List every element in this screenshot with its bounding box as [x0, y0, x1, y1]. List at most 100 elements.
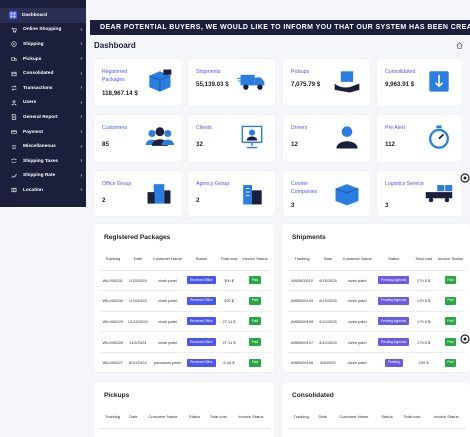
stat-title: Clients — [196, 125, 212, 131]
report-icon — [10, 114, 17, 121]
column-header: Status — [184, 406, 205, 429]
table-row[interactable]: WIL000029 12/13/2024 vivek patel Received O… — [100, 311, 270, 333]
column-header: Tracking — [288, 248, 317, 271]
settings-gear-icon[interactable] — [460, 334, 470, 344]
sidebar-item-consolidated[interactable]: Consolidated › — [0, 66, 86, 81]
tracking-cell[interactable]: WIL000031 — [100, 270, 126, 292]
stat-card-clients[interactable]: Clients 32 — [188, 115, 275, 162]
customer-cell: vivek patel — [339, 331, 375, 353]
table-row[interactable]: AWB000110 4/15/2025 vivek patel Pending App… — [288, 270, 466, 292]
sidebar-item-shipping-taxes[interactable]: Shipping Taxes › — [0, 154, 86, 169]
stat-title: Pre Alert — [385, 125, 405, 131]
sidebar-item-dashboard[interactable]: Dashboard — [0, 8, 86, 23]
stat-card-pickups[interactable]: Pickups 7,075.79 $ — [283, 59, 370, 106]
consolidated-title: Consolidated — [292, 392, 334, 399]
stat-value: 2 — [196, 197, 200, 204]
column-header: Total cost — [412, 248, 435, 271]
customers-icon — [145, 127, 174, 146]
home-icon[interactable] — [456, 42, 463, 49]
column-header: Invoice Status — [231, 406, 270, 429]
stat-value: 7,075.79 $ — [291, 81, 321, 88]
invoice-badge: Paid — [444, 317, 457, 326]
sidebar-item-label: Transactions — [23, 85, 53, 91]
stat-card-customers[interactable]: Customers 85 — [94, 115, 182, 162]
tracking-cell[interactable]: WIL000027 — [100, 352, 126, 374]
column-header: Date — [316, 248, 340, 271]
sidebar-item-shipping[interactable]: Shipping › — [0, 37, 86, 52]
tracking-cell[interactable]: AWB000106 — [288, 352, 317, 374]
status-cell: Received Office — [184, 352, 219, 374]
pickups-table: Tracking Date Customer Name Status Total cos… — [100, 406, 270, 429]
sidebar-item-miscellaneous[interactable]: Miscellaneous › — [0, 139, 86, 154]
sidebar-item-label: Shipping Taxes — [23, 158, 59, 164]
customer-cell: vivek patel — [339, 270, 375, 292]
sidebar-item-pickups[interactable]: Pickups › — [0, 52, 86, 67]
table-row[interactable]: WIL000028 11/9/2024 vivek patel Received Of… — [100, 331, 270, 353]
sidebar-item-payment[interactable]: Payment › — [0, 125, 86, 140]
sidebar-item-label: Pickups — [23, 56, 42, 62]
stat-card-office-group[interactable]: Office Group 2 — [94, 171, 182, 216]
table-row[interactable]: AWB000108 4/10/2025 vivek patel Pending App… — [288, 311, 466, 333]
tracking-cell[interactable]: AWB000108 — [288, 311, 317, 333]
table-row[interactable]: AWB000107 4/10/2025 vivek patel Pending App… — [288, 331, 466, 353]
tracking-cell[interactable]: WIL000030 — [100, 290, 126, 312]
clients-icon — [241, 125, 263, 149]
invoice-badge: Paid — [249, 338, 261, 347]
tracking-cell[interactable]: AWB000107 — [288, 331, 317, 353]
shipments-card: Shipments Tracking Date Customer Name Statu… — [282, 224, 470, 374]
status-badge: Pending Approval — [378, 296, 410, 305]
stat-card-logistics-service[interactable]: Logistics Service 3 — [377, 171, 462, 216]
total-cell: 27.11 $ — [218, 331, 240, 353]
tracking-cell[interactable]: WIL000028 — [100, 331, 126, 353]
sidebar-item-users[interactable]: Users › — [0, 96, 86, 111]
table-row[interactable]: WIL000030 1/15/2025 vivek patel Received Of… — [100, 290, 270, 312]
tracking-cell[interactable]: AWB000109 — [288, 290, 317, 312]
registered-packages-card: Registered Packages Tracking Date Customer… — [94, 224, 274, 374]
tracking-cell[interactable]: AWB000110 — [288, 270, 317, 292]
sidebar-item-online-shopping[interactable]: Online Shopping › — [0, 23, 86, 38]
stat-card-registered-packages[interactable]: Registered Packages 118,967.14 $ — [94, 59, 182, 106]
stat-card-pre-alert[interactable]: Pre Alert 112 — [377, 115, 462, 162]
tracking-cell[interactable]: WIL000029 — [100, 311, 126, 333]
sidebar-item-location[interactable]: Location › — [0, 183, 86, 198]
table-header: Tracking Date Customer Name Status Total cos… — [100, 248, 270, 271]
column-header: Date — [125, 406, 142, 429]
status-badge: Received Office — [187, 276, 216, 285]
column-header: Customer Name — [339, 248, 375, 271]
table-row[interactable]: AWB000106 4/8/2025 vivek patel Pending 239 $… — [288, 352, 466, 374]
stat-card-consolidated[interactable]: Consolidated 9,963.91 $ — [377, 59, 462, 106]
table-row[interactable]: AWB000109 4/15/2025 vivek patel Pending App… — [288, 290, 466, 312]
table-header: Tracking Date Customer Name Status Total cos… — [100, 406, 270, 429]
customer-cell: vivek patel — [150, 270, 185, 292]
sidebar-item-label: Location — [23, 187, 43, 193]
status-cell: Received Office — [184, 311, 219, 333]
stat-card-agency-group[interactable]: Agency Group 2 — [188, 171, 275, 216]
total-cell: 179.5 $ — [412, 290, 435, 312]
logistics-icon — [425, 185, 453, 203]
stat-card-drivers[interactable]: Drivers 12 — [283, 115, 370, 162]
stat-value: 3 — [385, 202, 389, 209]
column-header: Status — [184, 248, 219, 271]
stat-card-shipments[interactable]: Shipments 55,139.03 $ — [188, 59, 275, 106]
status-badge: Pending Approval — [378, 317, 410, 326]
stat-card-courier-companies[interactable]: Courier Companies 3 — [283, 171, 370, 216]
status-badge: Received Office — [187, 317, 216, 326]
sidebar-item-general-report[interactable]: General Report › — [0, 110, 86, 125]
sidebar-item-shipping-rate[interactable]: Shipping Rate › — [0, 169, 86, 184]
chevron-right-icon: › — [80, 41, 82, 48]
sidebar-item-label: Online Shopping — [23, 27, 62, 33]
status-cell: Received Office — [184, 270, 219, 292]
sidebar-item-label: General Report — [23, 114, 58, 120]
taxes-icon — [10, 158, 17, 165]
stat-value: 85 — [102, 141, 109, 148]
invoice-cell: Paid — [434, 331, 466, 353]
settings-gear-icon[interactable] — [460, 173, 470, 183]
total-cell: 179.5 $ — [412, 270, 435, 292]
table-row[interactable]: WIL000031 1/15/2025 vivek patel Received Of… — [100, 270, 270, 292]
sidebar-item-transactions[interactable]: Transactions › — [0, 81, 86, 96]
column-header: Tracking — [288, 406, 315, 429]
customer-cell: vivek patel — [150, 290, 185, 312]
column-header: Customer Name — [150, 248, 185, 271]
total-cell: 179.5 $ — [412, 331, 435, 353]
table-row[interactable]: WIL000027 8/20/2024 parootam patel Received… — [100, 352, 270, 374]
